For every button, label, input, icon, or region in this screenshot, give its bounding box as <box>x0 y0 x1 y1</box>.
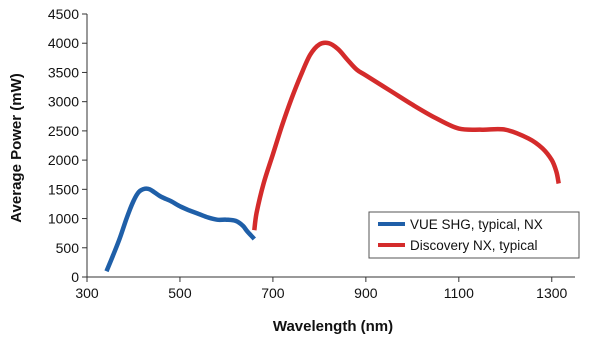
y-tick-label: 4500 <box>48 6 79 22</box>
y-tick-label: 2500 <box>48 123 79 139</box>
x-tick-label: 900 <box>354 285 378 301</box>
legend: VUE SHG, typical, NX Discovery NX, typic… <box>368 211 580 259</box>
x-tick-label: 1100 <box>444 285 474 301</box>
y-tick-label: 500 <box>56 240 80 256</box>
x-tick-label: 300 <box>75 285 99 301</box>
legend-label-vue-shg: VUE SHG, typical, NX <box>410 217 543 232</box>
series-lines <box>104 40 561 273</box>
axes: 0 500 1000 1500 2000 2500 3000 3500 4000 4500 300 5… <box>48 6 575 301</box>
x-tick-label: 1300 <box>536 285 567 301</box>
x-tick-label: 500 <box>168 285 192 301</box>
series-line-discovery-nx <box>252 40 561 231</box>
x-tick-label: 700 <box>261 285 285 301</box>
y-tick-label: 0 <box>71 269 79 285</box>
y-tick-label: 3000 <box>48 94 79 110</box>
legend-label-discovery-nx: Discovery NX, typical <box>410 238 538 253</box>
y-tick-label: 1000 <box>48 211 79 227</box>
y-axis-title: Average Power (mW) <box>8 73 25 222</box>
y-tick-label: 4000 <box>48 35 79 51</box>
legend-box <box>368 211 580 259</box>
series-line-vue-shg <box>104 186 257 273</box>
y-tick-label: 1500 <box>48 181 79 197</box>
y-tick-label: 2000 <box>48 152 79 168</box>
y-tick-label: 3500 <box>48 64 79 80</box>
x-axis-title: Wavelength (nm) <box>273 318 393 335</box>
